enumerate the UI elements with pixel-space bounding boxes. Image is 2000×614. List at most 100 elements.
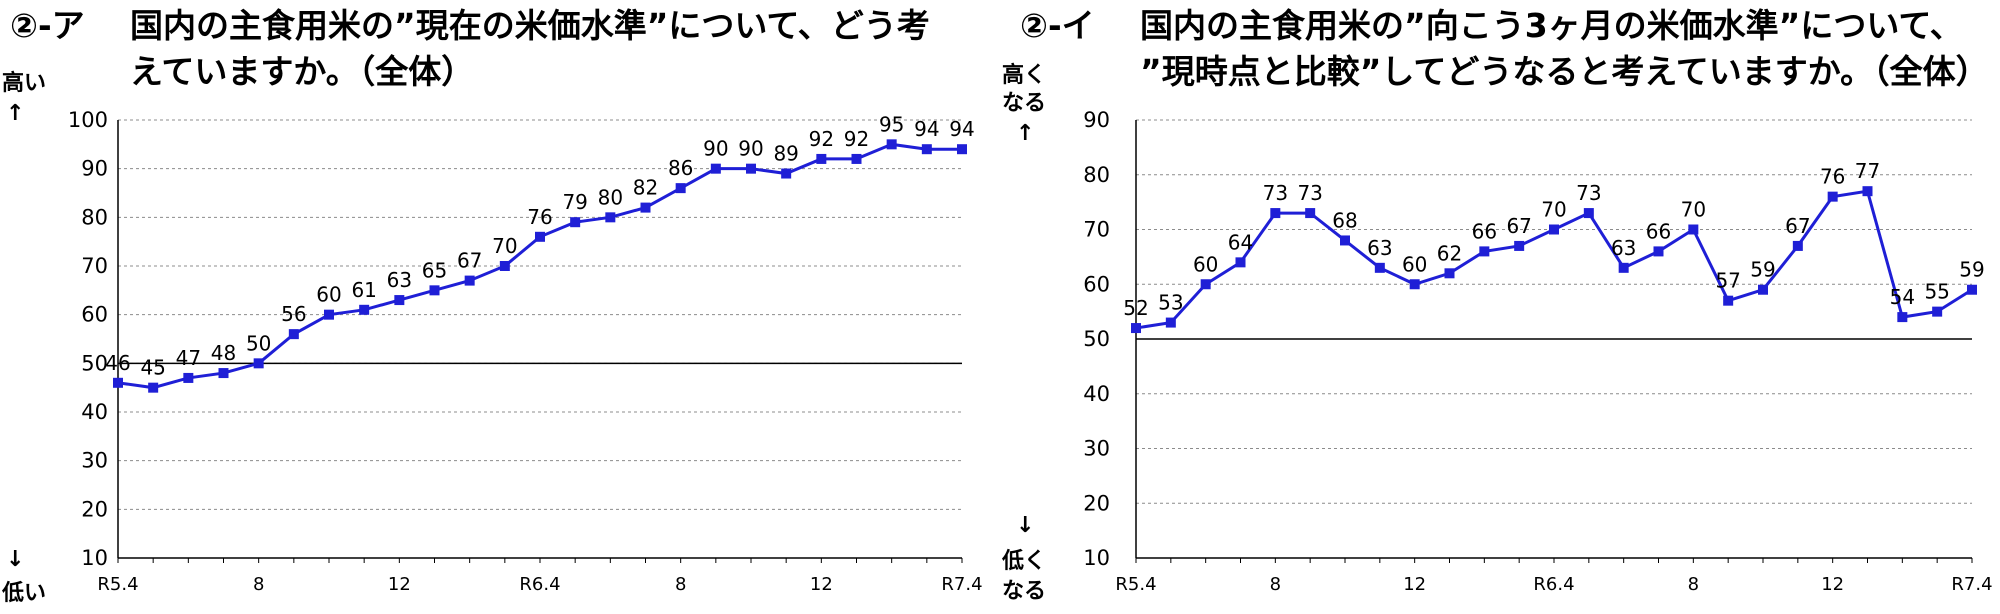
y-tick-label: 40: [1083, 382, 1110, 406]
data-label: 70: [1681, 198, 1706, 222]
data-point: [288, 329, 299, 340]
y-tick-label: 40: [81, 400, 108, 424]
data-point: [1862, 186, 1873, 197]
x-tick-label: R6.4: [1533, 574, 1574, 595]
arrow-down-icon: ↓: [6, 547, 25, 572]
chart-title-line-2: えていますか。（全体）: [130, 52, 475, 91]
arrow-down-icon: ↓: [1016, 513, 1035, 538]
data-label: 60: [316, 283, 341, 307]
data-label: 61: [351, 278, 376, 302]
data-label: 63: [387, 268, 412, 292]
data-label: 60: [1193, 252, 1218, 276]
x-tick-label: 12: [1403, 574, 1426, 595]
data-point: [1583, 208, 1594, 219]
data-label: 67: [457, 249, 482, 273]
x-tick-label: R5.4: [97, 574, 138, 595]
data-label: 92: [844, 127, 869, 151]
data-point: [1200, 279, 1211, 290]
data-label: 48: [211, 341, 236, 365]
data-label: 82: [633, 176, 658, 200]
data-label: 73: [1263, 181, 1288, 205]
data-point: [535, 231, 545, 242]
y-tick-label: 70: [81, 254, 108, 278]
data-point: [1165, 317, 1176, 328]
chart-title-line-2: ”現時点と比較”してどうなると考えていますか。（全体）: [1140, 52, 1989, 91]
x-tick-label: R6.4: [519, 574, 560, 595]
line-chart-outlook-3-months: 10 20 30 40 50 60 70 80 90 R5.4 8 12 R6.4 8 12 R7.4 52 53…: [1083, 108, 1992, 595]
data-label: 68: [1332, 208, 1357, 232]
data-point: [957, 144, 967, 155]
data-point: [1688, 224, 1699, 235]
data-point: [1514, 240, 1525, 251]
data-label: 94: [914, 117, 939, 141]
y-tick-label: 10: [81, 546, 108, 570]
x-tick-label: 8: [1688, 574, 1699, 595]
data-point: [148, 382, 159, 393]
y-tick-label: 100: [68, 108, 108, 132]
data-label: 66: [1472, 219, 1497, 243]
data-point: [1792, 240, 1803, 251]
data-point: [640, 202, 651, 213]
data-point: [218, 368, 229, 379]
data-label: 67: [1785, 214, 1810, 238]
data-label: 59: [1750, 258, 1775, 282]
data-point: [1374, 262, 1385, 273]
data-point: [324, 309, 334, 320]
data-label: 45: [140, 356, 165, 380]
data-label: 63: [1367, 236, 1392, 260]
y-tick-label: 90: [81, 157, 108, 181]
data-label: 47: [176, 346, 201, 370]
data-point: [851, 153, 862, 164]
data-label: 95: [879, 112, 904, 136]
data-point: [1723, 295, 1734, 306]
chart-panel-current-price: ②-ア 国内の主食用米の”現在の米価水準”について、どう考 えていますか。（全体…: [2, 6, 983, 606]
data-point: [1409, 279, 1420, 290]
x-tick-label: R5.4: [1115, 574, 1156, 595]
data-point: [1444, 268, 1455, 279]
data-point: [1270, 208, 1281, 219]
y-tick-label: 30: [1083, 437, 1110, 461]
y-high-label-2: なる: [1002, 91, 1047, 116]
y-tick-label: 90: [1083, 108, 1110, 132]
data-point: [605, 212, 616, 223]
x-tick-label: 12: [810, 574, 833, 595]
data-point: [113, 377, 123, 388]
data-label: 50: [246, 331, 271, 355]
y-low-label: 低い: [2, 581, 47, 606]
data-point: [1305, 208, 1316, 219]
data-label: 92: [809, 127, 834, 151]
data-label: 70: [492, 234, 517, 258]
data-label: 94: [949, 117, 974, 141]
data-label: 77: [1855, 159, 1880, 183]
data-label: 56: [281, 302, 306, 326]
data-label: 62: [1437, 241, 1462, 265]
data-point: [253, 358, 264, 369]
data-label: 70: [1541, 198, 1566, 222]
data-label: 63: [1611, 236, 1636, 260]
y-low-label-2: なる: [1002, 579, 1047, 604]
data-point: [746, 163, 756, 174]
chart-title-number: ②-ア: [10, 6, 85, 45]
data-label: 73: [1576, 181, 1601, 205]
data-point: [781, 168, 792, 179]
data-point: [429, 285, 440, 296]
data-point: [1897, 312, 1908, 323]
x-tick-label: 8: [675, 574, 686, 595]
y-tick-label: 50: [1083, 327, 1110, 351]
data-point: [886, 139, 897, 150]
x-tick-label: 8: [1270, 574, 1281, 595]
y-tick-label: 50: [81, 351, 108, 375]
data-point: [1479, 246, 1490, 257]
data-point: [1758, 284, 1768, 295]
y-tick-label: 20: [1083, 491, 1110, 515]
arrow-up-icon: ↑: [6, 101, 25, 126]
y-tick-label: 80: [1083, 163, 1110, 187]
data-point: [1827, 191, 1838, 202]
y-tick-label: 70: [1083, 218, 1110, 242]
data-label: 76: [527, 205, 552, 229]
data-point: [1653, 246, 1664, 257]
x-tick-label: 12: [1821, 574, 1844, 595]
data-label: 66: [1646, 219, 1671, 243]
chart-title-line-1: 国内の主食用米の”向こう3ヶ月の米価水準”について、: [1140, 6, 1963, 45]
chart-panel-outlook-3-months: ②-イ 国内の主食用米の”向こう3ヶ月の米価水準”について、 ”現時点と比較”し…: [1000, 0, 2000, 614]
